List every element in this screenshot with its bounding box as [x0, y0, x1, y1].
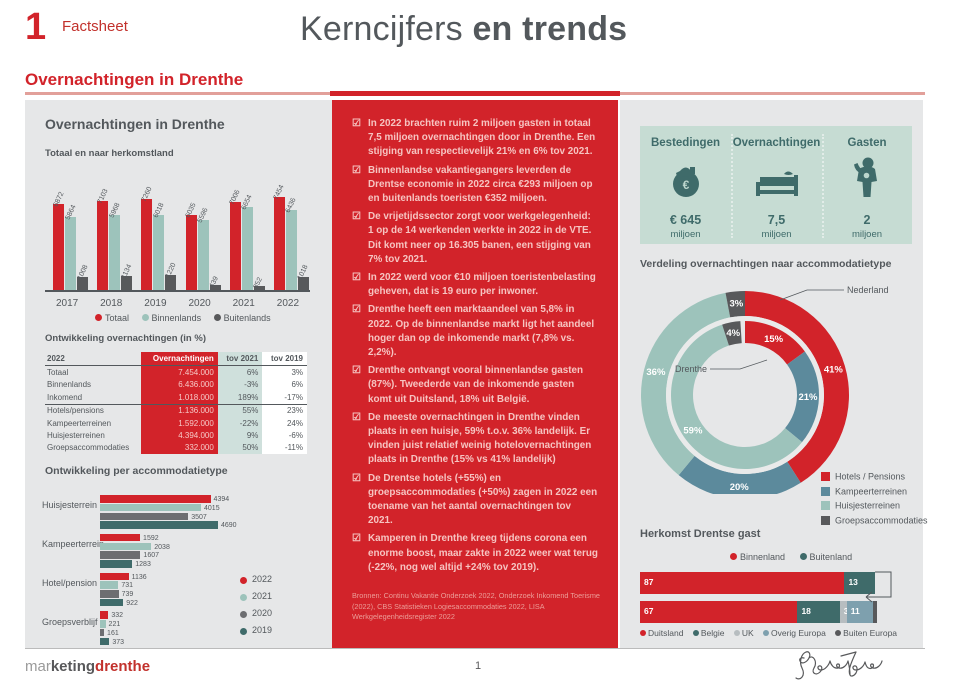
svg-text:21%: 21% — [798, 392, 818, 403]
svg-text:3%: 3% — [729, 298, 743, 309]
svg-text:36%: 36% — [646, 367, 666, 378]
svg-text:4%: 4% — [726, 328, 740, 339]
svg-text:Drenthe: Drenthe — [675, 364, 707, 374]
svg-text:59%: 59% — [683, 425, 703, 436]
svg-text:41%: 41% — [824, 364, 844, 375]
svg-text:15%: 15% — [764, 334, 784, 345]
svg-text:Nederland: Nederland — [847, 285, 889, 295]
svg-text:€: € — [682, 178, 689, 192]
svg-text:20%: 20% — [730, 482, 750, 493]
